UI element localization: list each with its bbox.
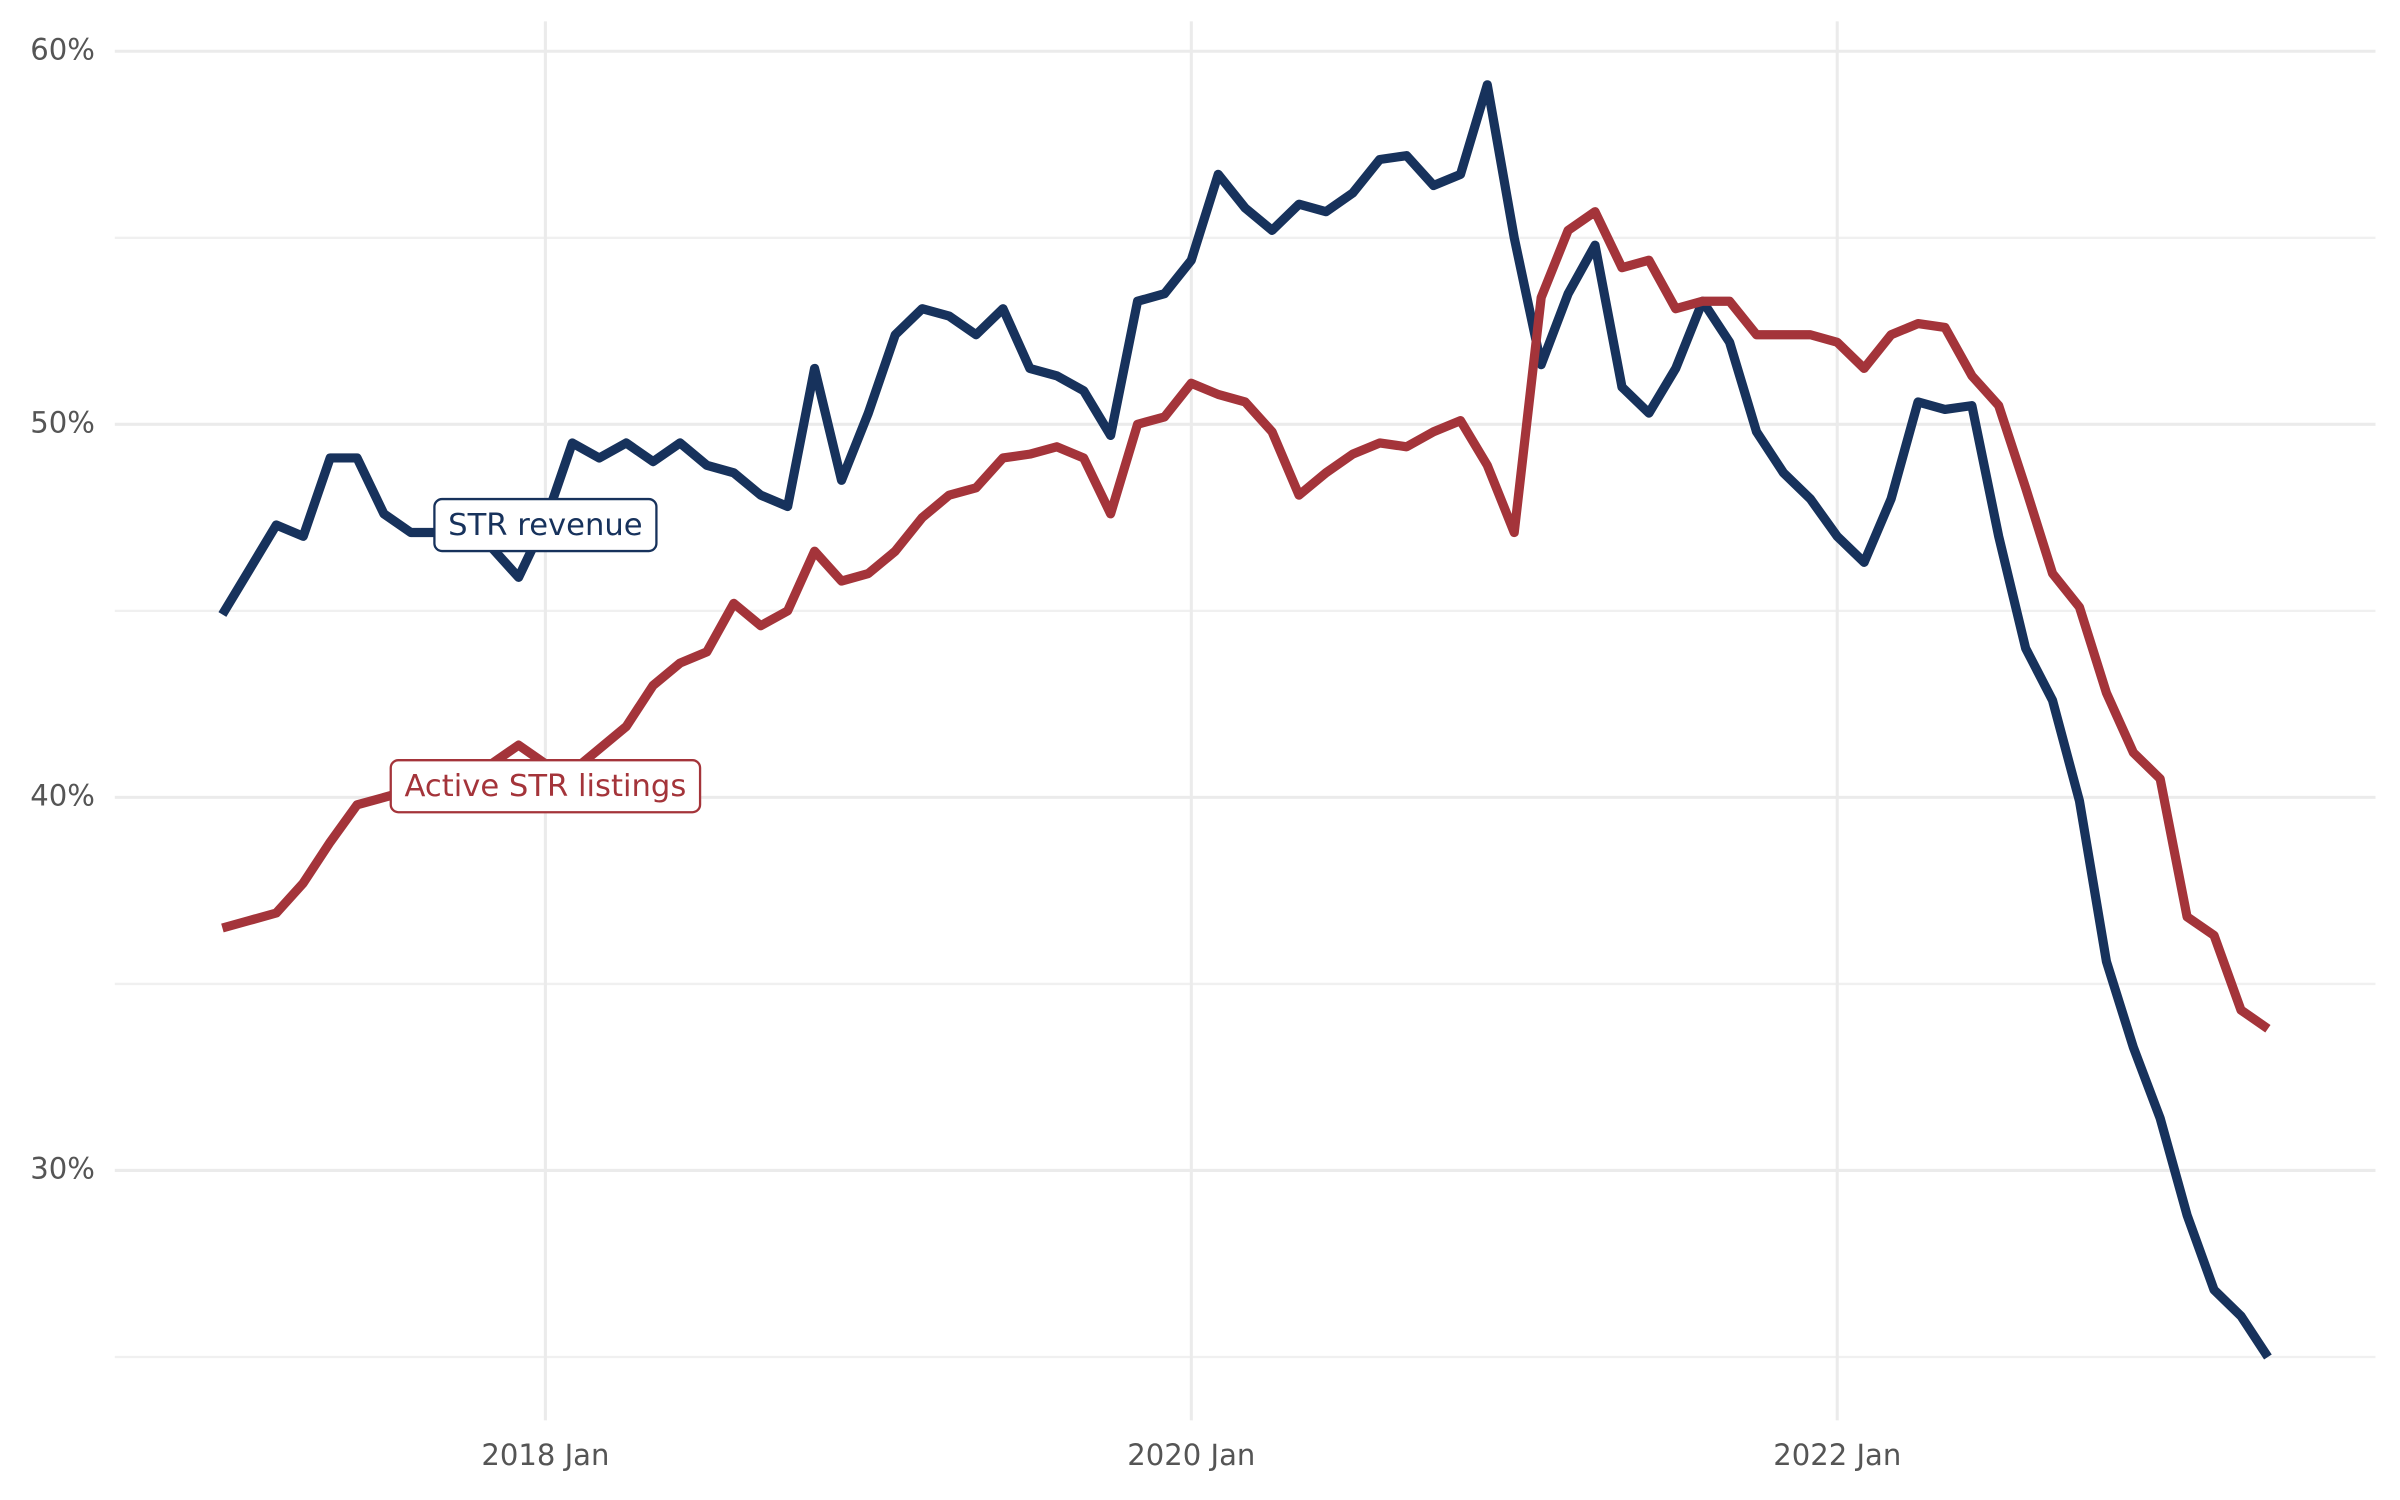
series-line <box>221 207 2271 1033</box>
annotation-label: Active STR listings <box>405 769 687 804</box>
annotation-box <box>389 759 702 814</box>
x-tick-label: 2022 Jan <box>1773 1438 1901 1472</box>
y-tick-label: 60% <box>30 32 95 66</box>
y-tick-label: 30% <box>30 1151 95 1185</box>
x-tick-label: 2020 Jan <box>1127 1438 1255 1472</box>
x-tick-label: 2018 Jan <box>481 1438 609 1472</box>
y-tick-label: 50% <box>30 405 95 439</box>
y-tick-label: 40% <box>30 778 95 812</box>
series-line <box>218 80 2272 1360</box>
annotation-box <box>433 497 658 553</box>
annotation-label: STR revenue <box>448 508 642 543</box>
